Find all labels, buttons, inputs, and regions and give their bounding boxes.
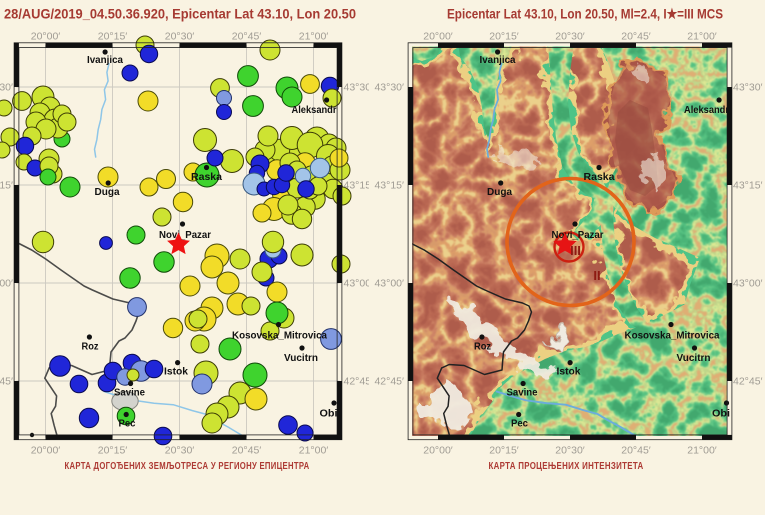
svg-text:42°45′: 42°45′ bbox=[733, 376, 763, 388]
svg-text:Pec: Pec bbox=[119, 418, 136, 430]
svg-text:20°00′: 20°00′ bbox=[31, 445, 61, 457]
svg-text:20°30′: 20°30′ bbox=[165, 31, 195, 43]
svg-text:20°45′: 20°45′ bbox=[621, 31, 651, 43]
svg-text:20°15′: 20°15′ bbox=[98, 445, 128, 457]
svg-text:Roz: Roz bbox=[82, 341, 99, 353]
svg-text:20°30′: 20°30′ bbox=[555, 31, 585, 43]
svg-text:Istok: Istok bbox=[164, 366, 188, 378]
svg-text:42°45′: 42°45′ bbox=[374, 376, 404, 388]
svg-text:43°15′: 43°15′ bbox=[344, 180, 374, 192]
svg-text:Vucitrn: Vucitrn bbox=[284, 352, 318, 364]
svg-text:КАРТА ДОГОЂЕНИХ ЗЕМЉОТРЕСА У Р: КАРТА ДОГОЂЕНИХ ЗЕМЉОТРЕСА У РЕГИОНУ ЕПИ… bbox=[65, 460, 310, 472]
svg-text:43°15′: 43°15′ bbox=[374, 180, 404, 192]
svg-text:20°00′: 20°00′ bbox=[31, 31, 61, 43]
svg-text:Aleksandr: Aleksandr bbox=[292, 104, 337, 116]
svg-text:28/AUG/2019_04.50.36.920, Epic: 28/AUG/2019_04.50.36.920, Epicentar Lat … bbox=[4, 7, 356, 22]
svg-text:21°00′: 21°00′ bbox=[299, 445, 329, 457]
svg-text:20°45′: 20°45′ bbox=[621, 445, 651, 457]
svg-text:43°00′: 43°00′ bbox=[0, 278, 13, 290]
svg-text:Raska: Raska bbox=[584, 171, 615, 183]
svg-text:43°30′: 43°30′ bbox=[344, 82, 374, 94]
svg-text:Pec: Pec bbox=[511, 418, 528, 430]
svg-text:20°30′: 20°30′ bbox=[165, 445, 195, 457]
svg-text:42°45′: 42°45′ bbox=[344, 376, 374, 388]
svg-text:20°15′: 20°15′ bbox=[489, 445, 519, 457]
svg-text:Novi_Pazar: Novi_Pazar bbox=[552, 229, 604, 241]
svg-text:КАРТА ПРОЦЕЊЕНИХ ИНТЕНЗИТЕТА: КАРТА ПРОЦЕЊЕНИХ ИНТЕНЗИТЕТА bbox=[489, 460, 644, 472]
svg-text:20°00′: 20°00′ bbox=[423, 445, 453, 457]
svg-text:43°00′: 43°00′ bbox=[733, 278, 763, 290]
svg-text:Epicentar Lat 43.10, Lon 20.50: Epicentar Lat 43.10, Lon 20.50, Ml=2.4, … bbox=[447, 7, 723, 22]
svg-text:II: II bbox=[593, 268, 600, 283]
svg-text:21°00′: 21°00′ bbox=[299, 31, 329, 43]
svg-text:42°45′: 42°45′ bbox=[0, 376, 13, 388]
svg-text:Duga: Duga bbox=[487, 186, 512, 198]
svg-text:43°00′: 43°00′ bbox=[344, 278, 374, 290]
svg-text:43°00′: 43°00′ bbox=[374, 278, 404, 290]
svg-text:20°15′: 20°15′ bbox=[98, 31, 128, 43]
svg-text:20°00′: 20°00′ bbox=[423, 31, 453, 43]
svg-text:43°15′: 43°15′ bbox=[0, 180, 13, 192]
svg-text:Savine: Savine bbox=[507, 387, 538, 399]
svg-text:21°00′: 21°00′ bbox=[687, 445, 717, 457]
svg-text:43°30′: 43°30′ bbox=[0, 82, 13, 94]
svg-text:III: III bbox=[570, 243, 581, 258]
svg-text:43°30′: 43°30′ bbox=[374, 82, 404, 94]
svg-text:Vucitrn: Vucitrn bbox=[677, 352, 711, 364]
svg-text:21°00′: 21°00′ bbox=[687, 31, 717, 43]
svg-text:20°45′: 20°45′ bbox=[232, 445, 262, 457]
svg-text:Novi_Pazar: Novi_Pazar bbox=[159, 229, 211, 241]
svg-text:20°45′: 20°45′ bbox=[232, 31, 262, 43]
svg-text:Ivanjica: Ivanjica bbox=[480, 54, 516, 66]
svg-text:Istok: Istok bbox=[557, 366, 581, 378]
svg-text:20°15′: 20°15′ bbox=[489, 31, 519, 43]
svg-text:Aleksandr: Aleksandr bbox=[684, 104, 729, 116]
svg-text:Kosovska_Mitrovica: Kosovska_Mitrovica bbox=[232, 330, 327, 342]
svg-text:43°15′: 43°15′ bbox=[733, 180, 763, 192]
svg-text:Obi: Obi bbox=[320, 408, 338, 420]
svg-text:Raska: Raska bbox=[191, 171, 222, 183]
svg-text:Roz: Roz bbox=[474, 341, 491, 353]
svg-text:Duga: Duga bbox=[95, 186, 120, 198]
svg-text:Savine: Savine bbox=[114, 387, 145, 399]
svg-text:20°30′: 20°30′ bbox=[555, 445, 585, 457]
svg-text:Kosovska_Mitrovica: Kosovska_Mitrovica bbox=[625, 330, 720, 342]
svg-text:Ivanjica: Ivanjica bbox=[87, 54, 123, 66]
svg-text:Obi: Obi bbox=[712, 408, 730, 420]
svg-text:43°30′: 43°30′ bbox=[733, 82, 763, 94]
